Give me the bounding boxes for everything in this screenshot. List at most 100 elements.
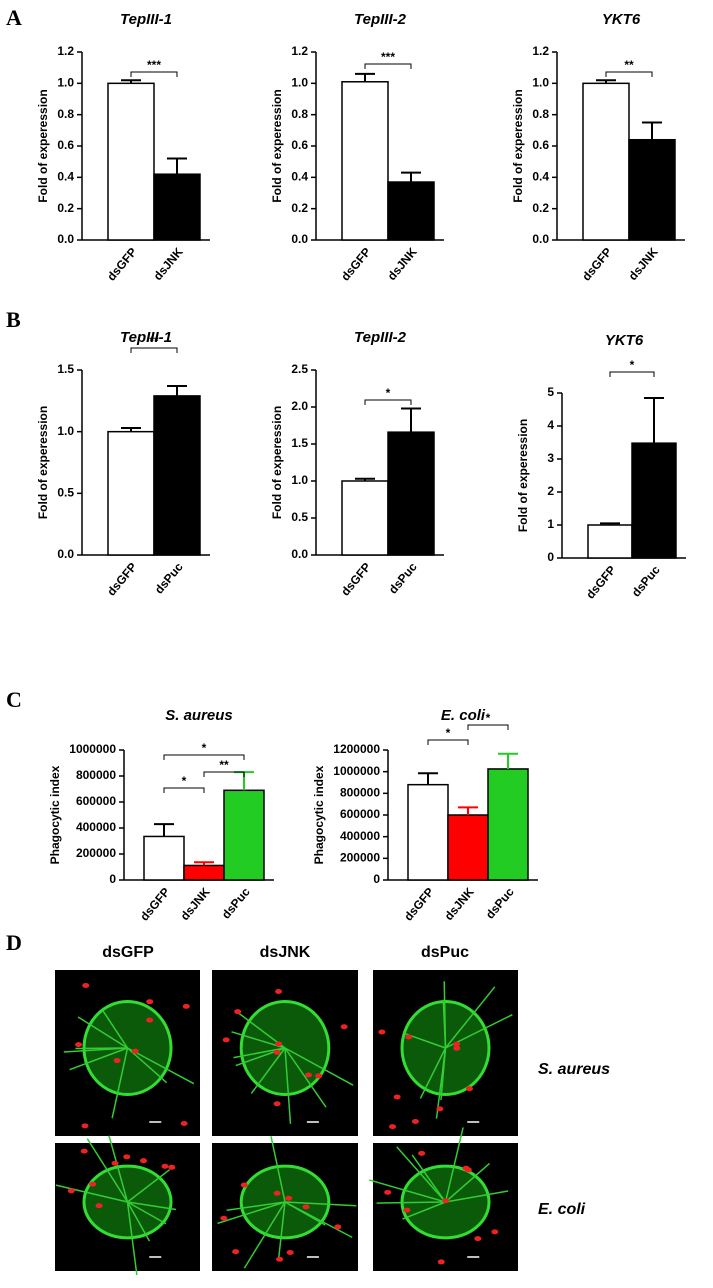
bar [341,480,389,556]
filopodium [376,1201,446,1204]
bacterium [81,1123,89,1129]
error-bar [458,806,478,815]
error-bar [167,385,187,396]
bacterium [95,1203,103,1209]
bacterium [220,1215,228,1221]
bar [487,768,529,881]
x-tick-label: dsGFP [137,885,173,924]
filopodium [243,1201,286,1269]
filopodium [108,1135,129,1203]
bacterium [80,1148,88,1154]
significance-label: * [182,774,187,788]
y-tick-label: 600000 [340,807,380,821]
y-axis-label: Phagocytic index [48,765,62,864]
x-tick-label: dsJNK [626,245,661,283]
y-tick-label: 1.0 [291,76,308,90]
x-tick-label: dsJNK [442,885,477,923]
y-tick-label: 0.0 [57,547,74,561]
bar [631,442,677,559]
y-tick-label: 0.2 [291,201,308,215]
y-axis-label: Phagocytic index [312,765,326,864]
bacterium [378,1029,386,1035]
bacterium [418,1150,426,1156]
filopodium [233,1047,286,1059]
y-tick-label: 2.5 [291,362,308,376]
significance-label: * [202,741,207,755]
y-tick-label: 0.4 [291,170,308,184]
bacterium [305,1072,313,1078]
y-tick-label: 800000 [340,786,380,800]
y-tick-label: 800000 [76,768,116,782]
error-bar [401,407,421,433]
bar [628,138,676,241]
x-tick-label: dsPuc [219,885,253,922]
y-tick-label: 1200000 [333,742,380,756]
y-tick-label: 1.0 [57,76,74,90]
y-tick-label: 1.5 [57,362,74,376]
error-bar [154,823,174,837]
y-tick-label: 0.8 [291,107,308,121]
y-tick-label: 1.5 [291,436,308,450]
bacterium [276,1256,284,1262]
filopodium [111,1047,129,1119]
bar [153,173,201,241]
bacterium [340,1024,348,1030]
bacterium [180,1120,188,1126]
bar [407,783,449,881]
filopodium [127,1169,171,1203]
error-bar [596,79,616,84]
chart-title: TepIII-1 [120,329,172,346]
bacterium [334,1224,342,1230]
filopodium [270,1136,286,1203]
filopodium [69,1047,128,1071]
bacterium [75,1042,83,1048]
y-tick-label: 1000000 [333,764,380,778]
y-tick-label: 2 [547,484,554,498]
filopodium [444,986,496,1049]
error-bar [642,121,662,140]
filopodium [126,1201,138,1276]
bacterium [161,1163,169,1169]
y-tick-label: 0.4 [532,170,549,184]
error-bar [355,72,375,82]
bacterium [275,989,283,995]
error-bar [355,477,375,481]
y-tick-label: 200000 [340,851,380,865]
filopodium [77,1016,128,1049]
significance-bracket [467,724,509,730]
significance-label: * [486,711,491,725]
y-axis-label: Fold of experession [36,89,50,202]
significance-bracket [130,71,178,77]
column-label: dsPuc [421,944,469,961]
significance-bracket [163,754,245,760]
y-tick-label: 0.5 [291,510,308,524]
chart-title: S. aureus [165,707,233,724]
y-tick-label: 1.0 [291,473,308,487]
y-tick-label: 0.8 [57,107,74,121]
bar [107,82,155,241]
filopodium [284,1047,292,1124]
bar [107,430,155,556]
significance-label: ** [624,58,634,72]
significance-bracket [163,787,205,793]
y-tick-label: 0.0 [291,547,308,561]
column-label: dsJNK [260,944,311,961]
y-tick-label: 0.6 [291,138,308,152]
bar [447,814,489,881]
bacterium [273,1190,281,1196]
filopodium [444,1127,464,1203]
x-tick-label: dsGFP [338,560,374,599]
bacterium [123,1154,131,1160]
bacterium [302,1204,310,1210]
filopodium [277,1201,286,1259]
bacterium [389,1124,397,1130]
bacterium [403,1207,411,1213]
x-tick-label: dsGFP [583,563,619,602]
bacterium [465,1086,473,1092]
y-tick-label: 1.0 [57,424,74,438]
bacterium [453,1041,461,1047]
y-tick-label: 0 [109,872,116,886]
error-bar [401,171,421,183]
x-tick-label: dsPuc [629,563,663,600]
panel-letter: D [6,930,22,955]
